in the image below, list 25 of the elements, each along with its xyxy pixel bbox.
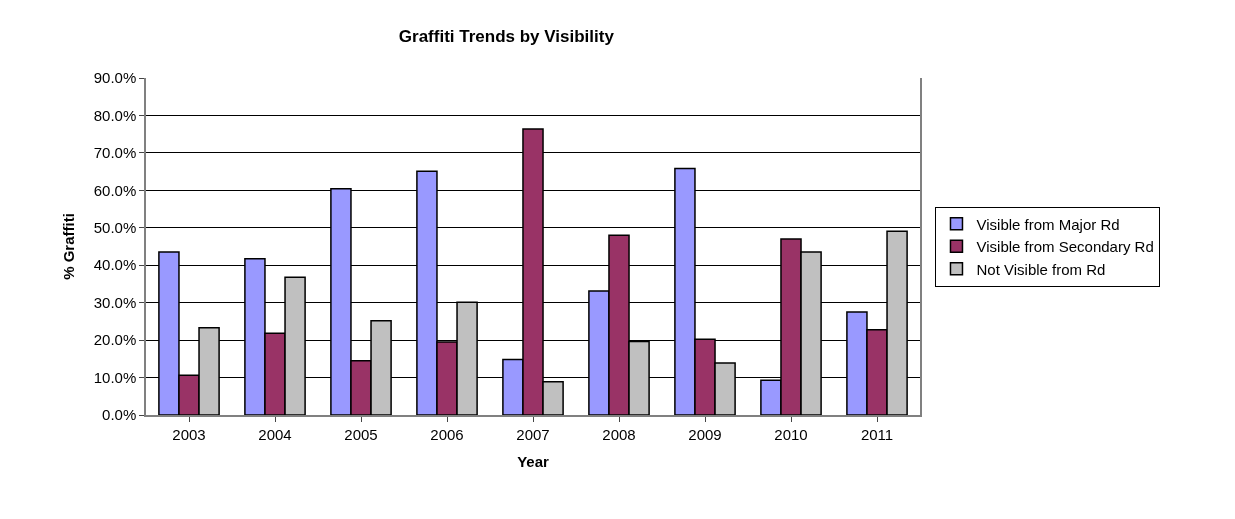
x-tick-label: 2004 [258,425,292,443]
y-tick-label: 50.0% [93,219,137,237]
y-tick-label: 70.0% [93,144,137,162]
x-tick-label: 2005 [344,425,378,443]
legend-label: Not Visible from Rd [976,260,1106,278]
chart-title: Graffiti Trends by Visibility [398,27,615,47]
x-axis-title: Year [517,453,550,471]
x-tick-label: 2011 [860,425,894,443]
x-tick-label: 2008 [602,425,636,443]
y-tick-label: 40.0% [93,256,137,274]
y-axis-title: % Graffiti [60,213,78,280]
y-tick-label: 90.0% [93,69,137,87]
x-tick-label: 2003 [172,425,206,443]
x-tick-label: 2006 [430,425,464,443]
x-tick-label: 2010 [774,425,808,443]
x-tick-label: 2007 [516,425,550,443]
y-tick-label: 0.0% [102,406,137,424]
y-tick-label: 30.0% [93,293,137,311]
y-tick-label: 10.0% [93,368,137,386]
legend-label: Visible from Major Rd [976,215,1120,233]
y-tick-label: 80.0% [93,106,137,124]
x-tick-label: 2009 [688,425,722,443]
y-tick-label: 20.0% [93,331,137,349]
legend-label: Visible from Secondary Rd [976,238,1154,256]
y-tick-label: 60.0% [93,181,137,199]
